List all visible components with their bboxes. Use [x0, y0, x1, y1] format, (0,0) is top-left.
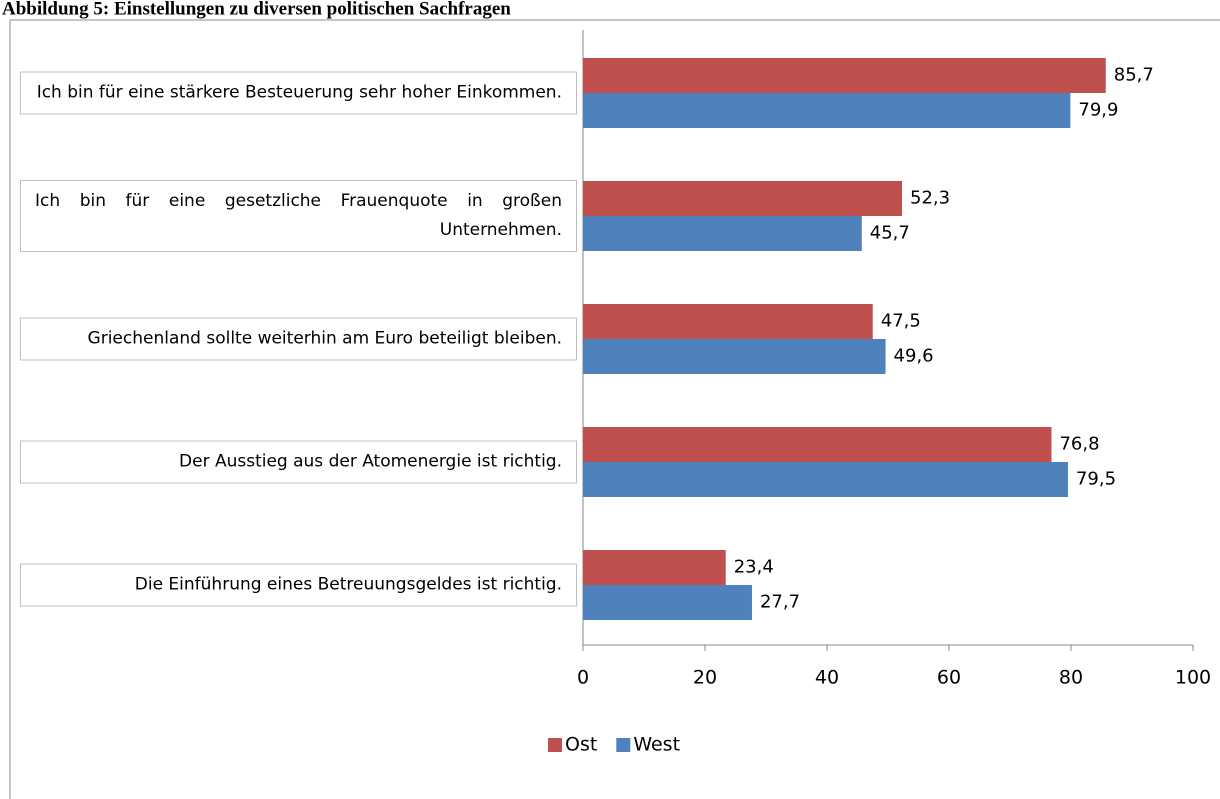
x-tick-label: 100	[1175, 667, 1211, 689]
bar	[583, 181, 903, 216]
value-label: 23,4	[734, 557, 774, 578]
bar	[583, 462, 1068, 497]
value-label: 45,7	[870, 223, 910, 244]
value-label: 85,7	[1114, 65, 1154, 86]
value-label: 79,9	[1078, 100, 1118, 121]
value-label: 76,8	[1059, 434, 1099, 455]
value-label: 52,3	[910, 188, 950, 209]
x-tick-label: 40	[815, 667, 839, 689]
value-label: 49,6	[894, 346, 934, 367]
category-label: Griechenland sollte weiterhin am Euro be…	[20, 317, 577, 361]
value-label: 27,7	[760, 592, 800, 613]
x-tick-label: 60	[937, 667, 961, 689]
category-label: Die Einführung eines Betreuungsgeldes is…	[20, 563, 577, 607]
bar	[583, 427, 1052, 462]
chart-frame	[9, 19, 1220, 799]
bar	[583, 550, 726, 585]
bar	[583, 339, 886, 374]
bar	[583, 58, 1106, 93]
legend-swatch	[548, 738, 562, 752]
bar	[583, 585, 752, 620]
legend-label: Ost	[565, 734, 597, 756]
value-label: 79,5	[1076, 469, 1116, 490]
category-label: Ich bin für eine stärkere Besteuerung se…	[20, 71, 577, 115]
x-tick-label: 80	[1059, 667, 1083, 689]
legend-label: West	[633, 734, 680, 756]
x-tick-label: 0	[577, 667, 589, 689]
category-label: Ich bin für eine gesetzliche Frauenquote…	[20, 180, 577, 252]
bar	[583, 93, 1071, 128]
bar	[583, 216, 862, 251]
x-tick-label: 20	[693, 667, 717, 689]
chart-title: Abbildung 5: Einstellungen zu diversen p…	[2, 0, 511, 19]
category-label: Der Ausstieg aus der Atomenergie ist ric…	[20, 440, 577, 484]
legend-swatch	[616, 738, 631, 752]
bar	[583, 304, 873, 339]
value-label: 47,5	[881, 311, 921, 332]
